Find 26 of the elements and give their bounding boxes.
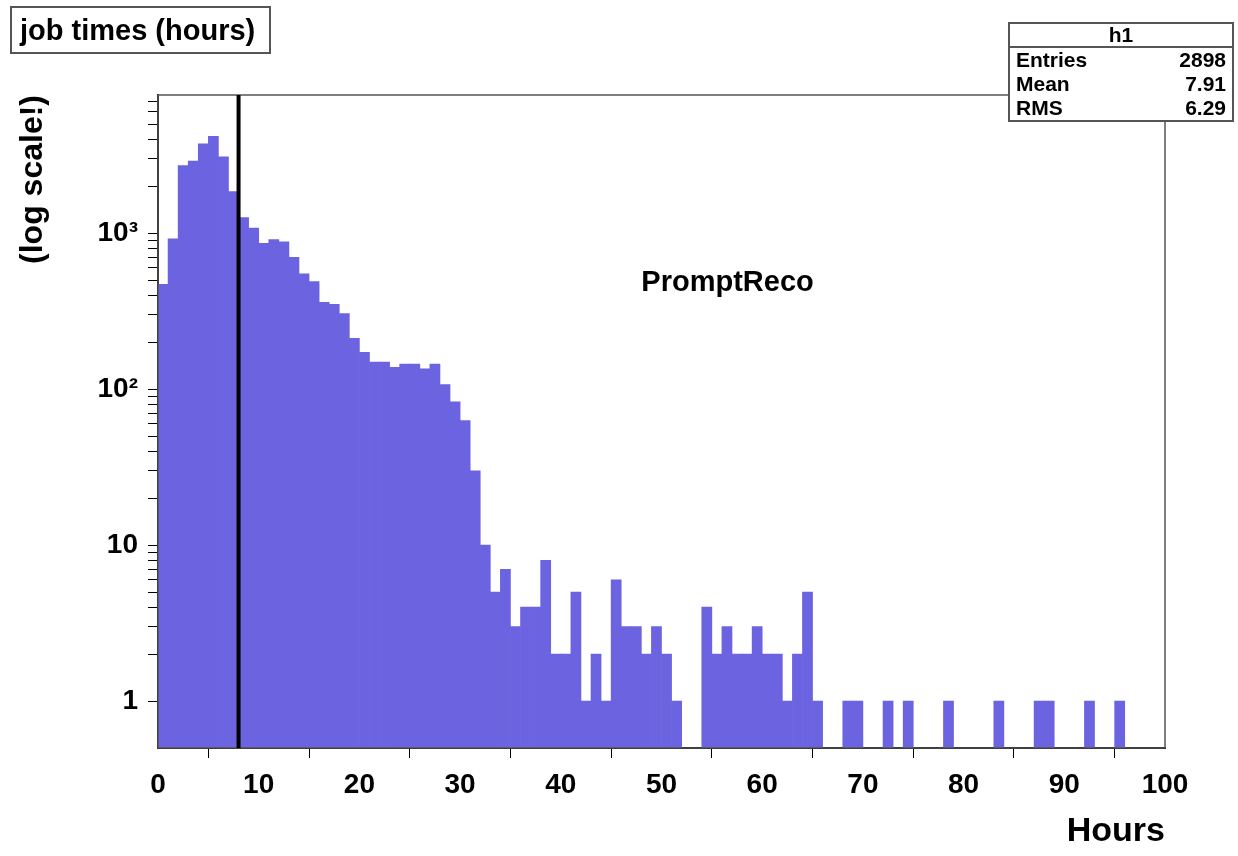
annotation: RMS (1016, 96, 1063, 120)
text: 2898 (1179, 48, 1226, 72)
x-tick-label: 30 (444, 767, 476, 799)
x-tick-label: 70 (847, 767, 879, 799)
x-tick-label: 50 (645, 767, 678, 799)
x-tick-label: 100 (1141, 767, 1189, 799)
annotation: PromptReco (641, 264, 814, 298)
text: 6.29 (1185, 96, 1226, 120)
y-tick-label: 10² (97, 371, 138, 403)
text: Mean (1016, 72, 1070, 96)
x-tick-label: 60 (746, 767, 778, 799)
x-tick-label: 10 (243, 767, 275, 799)
x-tick-label: 0 (150, 767, 166, 799)
text: h1 (1010, 23, 1232, 48)
text: Entries (1016, 48, 1088, 72)
y-tick-label: 10 (106, 527, 138, 559)
x-tick-label: 90 (1048, 767, 1080, 799)
x-tick-label: 80 (948, 767, 980, 799)
x-tick-label: 20 (343, 767, 375, 799)
y-tick-label: 10³ (97, 215, 138, 247)
x-tick-label: 40 (545, 767, 577, 799)
chart-title: job times (hours) (10, 6, 272, 54)
y-axis-title: (log scale!) (13, 95, 50, 264)
x-axis-title: Hours (1066, 809, 1165, 848)
text: 7.91 (1185, 72, 1226, 96)
y-tick-label: 1 (122, 683, 138, 715)
